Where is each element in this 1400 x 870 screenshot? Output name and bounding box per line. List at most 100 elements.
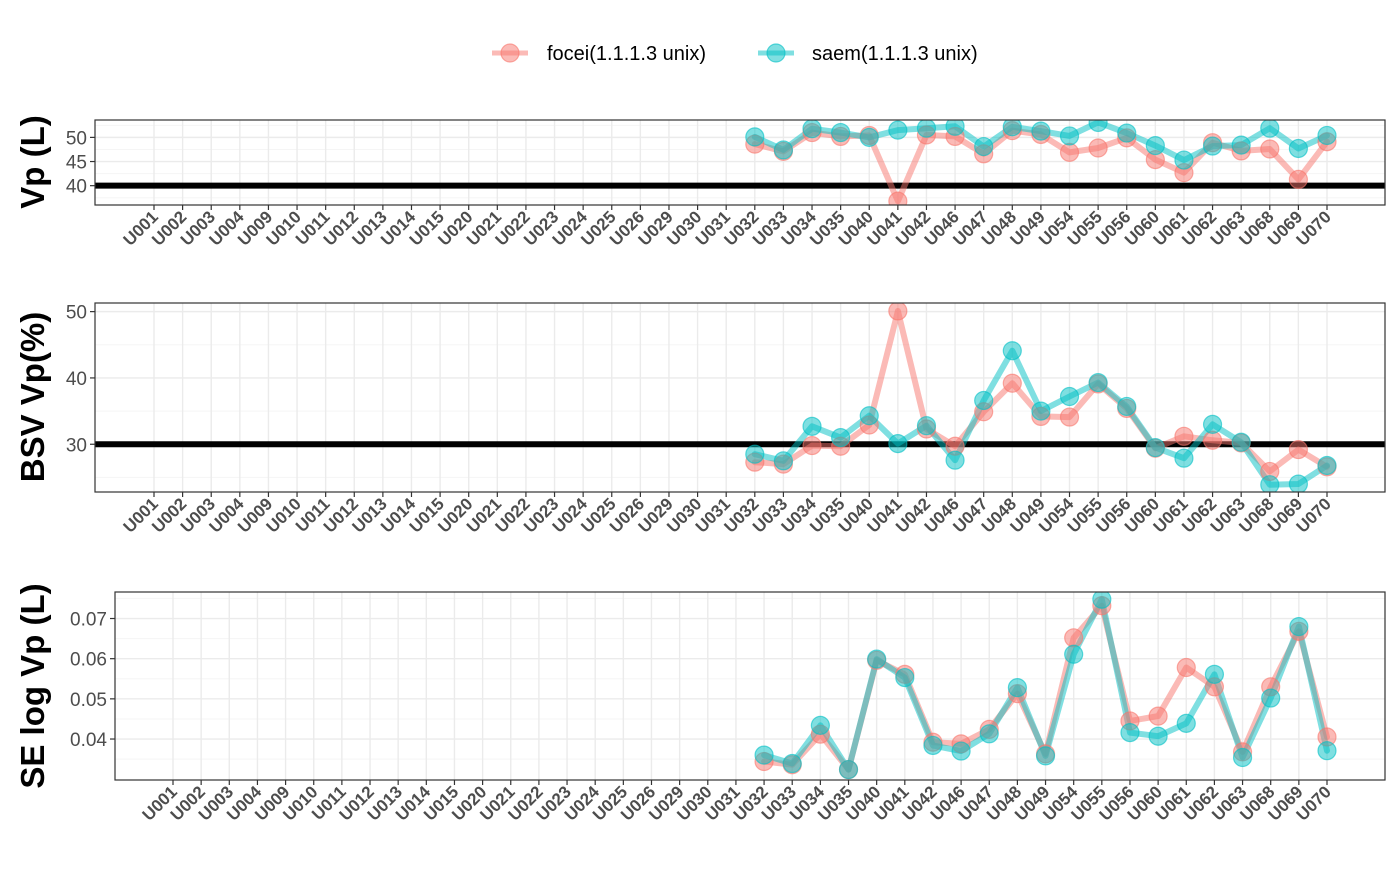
data-point [1176,713,1196,733]
data-point [1174,426,1194,446]
data-point [1288,138,1308,159]
panel-background [115,592,1385,780]
data-point [1031,121,1051,141]
data-point [831,122,851,143]
data-point [1288,474,1308,492]
x-axis: U001U002U003U004U009U010U011U012U013U014… [120,492,1335,537]
x-axis: U001U002U003U004U009U010U011U012U013U014… [139,780,1335,825]
legend: focei(1.1.1.3 unix) saem(1.1.1.3 unix) [492,43,978,65]
data-point [974,390,994,411]
legend-label: focei(1.1.1.3 unix) [547,43,706,65]
x-axis: U001U002U003U004U009U010U011U012U013U014… [120,205,1335,250]
data-point [1064,628,1084,648]
y-axis-title: BSV Vp(%) [14,312,51,483]
data-point [802,416,822,436]
data-point [1059,386,1080,407]
data-point [1148,706,1168,726]
data-point [1059,126,1080,146]
data-point [1232,747,1253,768]
data-point [1231,135,1251,155]
data-point [916,416,937,436]
data-point [1317,125,1337,146]
data-point [916,120,937,138]
data-point [895,667,915,688]
data-point [1088,138,1108,158]
legend-key-point [766,43,786,63]
data-point [1145,437,1165,458]
data-point [1002,341,1022,361]
data-point [1064,644,1084,664]
panel-1: 40 45 50 Vp (L) U001U002U003U004U009U010U011… [14,115,1386,250]
data-point [773,140,794,160]
data-point [1120,722,1140,743]
data-point [1145,135,1165,156]
data-point [1174,448,1194,468]
data-point [1288,169,1308,190]
y-axis-title: Vp (L) [14,115,51,208]
data-point [1204,664,1225,684]
data-point [888,191,908,205]
data-point [1202,430,1223,450]
data-point [979,724,999,744]
data-point [1059,407,1080,427]
data-point [1148,726,1168,746]
legend-label: saem(1.1.1.3 unix) [812,43,978,65]
grid [115,592,1385,780]
data-point [1002,120,1022,137]
y-axis: 40 45 50 [66,128,95,198]
y-tick-label: 50 [66,303,87,324]
data-point [1202,136,1223,156]
panel-background [95,120,1385,205]
data-point [1117,396,1137,417]
data-point [1202,414,1223,434]
data-point [1317,455,1337,476]
data-point [1231,432,1251,452]
data-point [802,120,822,139]
data-point [782,753,802,774]
data-point [1174,150,1194,170]
panel-background [95,303,1385,492]
data-point [888,120,908,140]
data-point [1260,475,1280,492]
data-point [838,759,859,780]
y-tick-label: 45 [66,153,87,174]
legend-item: saem(1.1.1.3 unix) [758,43,978,65]
series-group [745,303,1337,492]
y-tick-label: 30 [66,435,87,456]
series-group [754,592,1337,780]
data-point [754,745,774,765]
data-point [859,406,879,426]
data-point [859,127,879,147]
data-point [1317,741,1337,761]
data-point [1260,139,1280,159]
y-axis-title: SE log Vp (L) [14,583,51,788]
data-point [923,735,943,756]
panel-3: 0.04 0.05 0.06 0.07 SE log Vp (L) U001U002U00… [14,583,1386,825]
data-point [802,435,822,456]
data-point [888,433,908,454]
y-tick-label: 0.04 [70,730,107,751]
legend-key-point [500,43,520,63]
y-tick-label: 40 [66,369,87,390]
y-tick-label: 0.05 [70,690,107,711]
data-point [1260,120,1280,138]
data-point [1088,372,1108,393]
panel-border [114,591,1386,781]
data-point [810,715,830,735]
legend-item: focei(1.1.1.3 unix) [492,43,706,65]
data-point [951,741,971,761]
data-point [745,444,765,464]
data-point [745,127,765,147]
data-point [1261,688,1281,708]
data-point [945,450,965,470]
data-point [1031,401,1051,421]
panel-border [94,119,1386,206]
y-tick-label: 0.07 [70,610,107,631]
data-point [773,451,794,471]
data-point [1117,123,1137,143]
data-point [888,303,908,321]
data-point [1288,439,1308,460]
data-point [831,428,851,448]
